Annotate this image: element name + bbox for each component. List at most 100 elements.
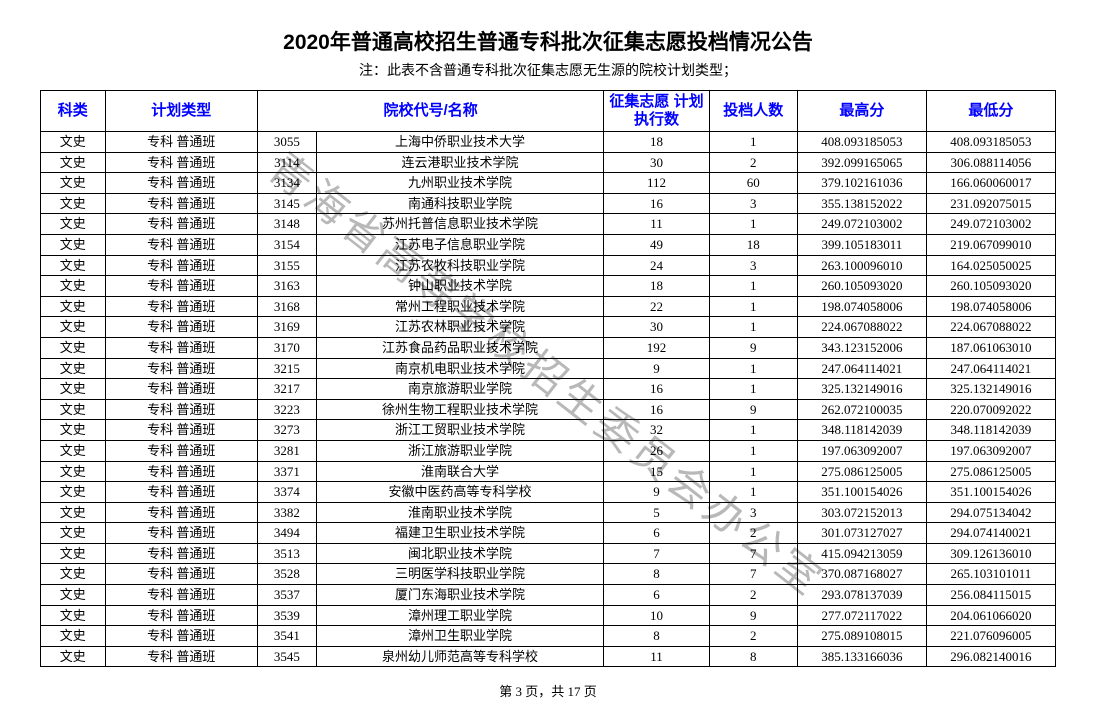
cell-school-name: 连云港职业技术学院 <box>316 152 603 173</box>
cell-max-score: 351.100154026 <box>797 482 926 503</box>
cell-max-score: 260.105093020 <box>797 276 926 297</box>
table-row: 文史专科 普通班3114连云港职业技术学院302392.099165065306… <box>41 152 1056 173</box>
cell-plan-type: 专科 普通班 <box>105 173 258 194</box>
cell-plan-type: 专科 普通班 <box>105 564 258 585</box>
cell-subject: 文史 <box>41 296 106 317</box>
cell-admitted-count: 1 <box>709 482 797 503</box>
cell-plan-count: 7 <box>604 543 710 564</box>
cell-min-score: 296.082140016 <box>926 646 1055 667</box>
cell-school-name: 安徽中医药高等专科学校 <box>316 482 603 503</box>
cell-max-score: 293.078137039 <box>797 585 926 606</box>
cell-min-score: 198.074058006 <box>926 296 1055 317</box>
cell-school-code: 3374 <box>258 482 317 503</box>
cell-max-score: 385.133166036 <box>797 646 926 667</box>
cell-admitted-count: 1 <box>709 132 797 153</box>
cell-plan-type: 专科 普通班 <box>105 317 258 338</box>
cell-plan-type: 专科 普通班 <box>105 605 258 626</box>
cell-plan-type: 专科 普通班 <box>105 502 258 523</box>
cell-school-code: 3154 <box>258 234 317 255</box>
cell-school-name: 厦门东海职业技术学院 <box>316 585 603 606</box>
cell-school-code: 3273 <box>258 420 317 441</box>
cell-max-score: 262.072100035 <box>797 399 926 420</box>
cell-min-score: 166.060060017 <box>926 173 1055 194</box>
cell-school-name: 漳州卫生职业学院 <box>316 626 603 647</box>
cell-school-name: 钟山职业技术学院 <box>316 276 603 297</box>
cell-plan-type: 专科 普通班 <box>105 420 258 441</box>
cell-min-score: 306.088114056 <box>926 152 1055 173</box>
cell-plan-type: 专科 普通班 <box>105 482 258 503</box>
cell-school-name: 常州工程职业技术学院 <box>316 296 603 317</box>
cell-school-name: 淮南职业技术学院 <box>316 502 603 523</box>
cell-admitted-count: 18 <box>709 234 797 255</box>
header-subject: 科类 <box>41 91 106 132</box>
table-row: 文史专科 普通班3215南京机电职业技术学院91247.064114021247… <box>41 358 1056 379</box>
cell-max-score: 325.132149016 <box>797 379 926 400</box>
cell-admitted-count: 2 <box>709 523 797 544</box>
cell-min-score: 231.092075015 <box>926 193 1055 214</box>
cell-plan-count: 16 <box>604 193 710 214</box>
cell-plan-type: 专科 普通班 <box>105 358 258 379</box>
cell-plan-type: 专科 普通班 <box>105 193 258 214</box>
page-footer: 第 3 页，共 17 页 <box>40 681 1056 700</box>
cell-school-name: 浙江工贸职业技术学院 <box>316 420 603 441</box>
cell-subject: 文史 <box>41 585 106 606</box>
cell-plan-type: 专科 普通班 <box>105 523 258 544</box>
cell-admitted-count: 9 <box>709 399 797 420</box>
cell-min-score: 219.067099010 <box>926 234 1055 255</box>
cell-school-name: 南京机电职业技术学院 <box>316 358 603 379</box>
cell-plan-count: 32 <box>604 420 710 441</box>
cell-admitted-count: 1 <box>709 317 797 338</box>
cell-admitted-count: 8 <box>709 646 797 667</box>
cell-min-score: 197.063092007 <box>926 440 1055 461</box>
page-subtitle: 注：此表不含普通专科批次征集志愿无生源的院校计划类型； <box>40 60 1056 80</box>
table-row: 文史专科 普通班3168常州工程职业技术学院221198.07405800619… <box>41 296 1056 317</box>
cell-school-code: 3114 <box>258 152 317 173</box>
cell-min-score: 260.105093020 <box>926 276 1055 297</box>
cell-plan-type: 专科 普通班 <box>105 543 258 564</box>
cell-min-score: 351.100154026 <box>926 482 1055 503</box>
cell-school-name: 上海中侨职业技术大学 <box>316 132 603 153</box>
cell-admitted-count: 60 <box>709 173 797 194</box>
cell-plan-type: 专科 普通班 <box>105 399 258 420</box>
cell-subject: 文史 <box>41 234 106 255</box>
cell-subject: 文史 <box>41 440 106 461</box>
cell-school-name: 浙江旅游职业学院 <box>316 440 603 461</box>
cell-min-score: 220.070092022 <box>926 399 1055 420</box>
cell-max-score: 343.123152006 <box>797 337 926 358</box>
cell-plan-count: 11 <box>604 214 710 235</box>
cell-max-score: 277.072117022 <box>797 605 926 626</box>
cell-plan-count: 192 <box>604 337 710 358</box>
cell-school-code: 3281 <box>258 440 317 461</box>
cell-max-score: 392.099165065 <box>797 152 926 173</box>
cell-admitted-count: 2 <box>709 152 797 173</box>
cell-min-score: 309.126136010 <box>926 543 1055 564</box>
cell-min-score: 164.025050025 <box>926 255 1055 276</box>
cell-plan-count: 18 <box>604 276 710 297</box>
cell-max-score: 224.067088022 <box>797 317 926 338</box>
cell-subject: 文史 <box>41 276 106 297</box>
cell-school-code: 3223 <box>258 399 317 420</box>
table-header-row: 科类 计划类型 院校代号/名称 征集志愿 计划执行数 投档人数 最高分 最低分 <box>41 91 1056 132</box>
cell-plan-count: 30 <box>604 152 710 173</box>
cell-max-score: 249.072103002 <box>797 214 926 235</box>
cell-school-name: 泉州幼儿师范高等专科学校 <box>316 646 603 667</box>
cell-school-code: 3528 <box>258 564 317 585</box>
cell-subject: 文史 <box>41 337 106 358</box>
cell-subject: 文史 <box>41 626 106 647</box>
cell-plan-count: 5 <box>604 502 710 523</box>
cell-plan-count: 10 <box>604 605 710 626</box>
cell-admitted-count: 1 <box>709 461 797 482</box>
cell-subject: 文史 <box>41 605 106 626</box>
cell-school-code: 3148 <box>258 214 317 235</box>
cell-plan-count: 9 <box>604 482 710 503</box>
cell-plan-type: 专科 普通班 <box>105 152 258 173</box>
cell-school-code: 3217 <box>258 379 317 400</box>
table-row: 文史专科 普通班3154江苏电子信息职业学院4918399.1051830112… <box>41 234 1056 255</box>
cell-admitted-count: 7 <box>709 543 797 564</box>
page-title: 2020年普通高校招生普通专科批次征集志愿投档情况公告 <box>40 26 1056 56</box>
cell-min-score: 247.064114021 <box>926 358 1055 379</box>
table-row: 文史专科 普通班3537厦门东海职业技术学院62293.078137039256… <box>41 585 1056 606</box>
cell-school-code: 3134 <box>258 173 317 194</box>
cell-subject: 文史 <box>41 358 106 379</box>
cell-school-code: 3170 <box>258 337 317 358</box>
